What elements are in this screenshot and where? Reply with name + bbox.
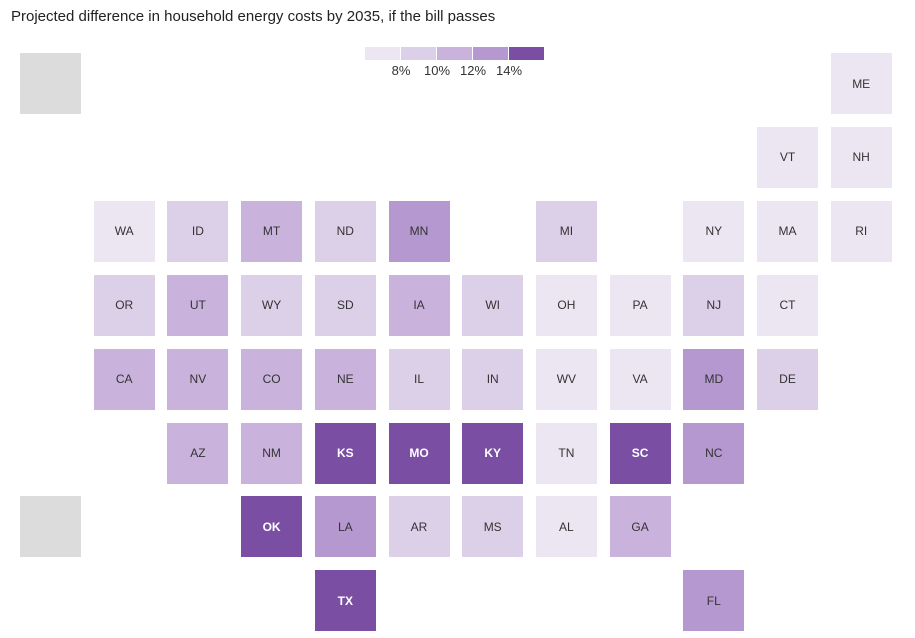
state-tile-ok[interactable]: OK [241,496,303,558]
state-tile-sc[interactable]: SC [609,422,671,484]
state-tile-wy[interactable]: WY [241,274,303,336]
legend-swatch [365,47,400,60]
legend-swatch [437,47,472,60]
state-tile-la[interactable]: LA [314,496,376,558]
state-tile-in[interactable]: IN [462,348,524,410]
legend-swatch [473,47,508,60]
state-tile-sd[interactable]: SD [314,274,376,336]
state-tile-nd[interactable]: ND [314,200,376,262]
legend-tick-label: 10% [423,63,451,78]
legend-tick-label: 8% [391,63,411,78]
state-tile-ne[interactable]: NE [314,348,376,410]
state-tile-nv[interactable]: NV [167,348,229,410]
state-tile-va[interactable]: VA [609,348,671,410]
state-tile-co[interactable]: CO [241,348,303,410]
state-tile-ga[interactable]: GA [609,496,671,558]
state-tile-tn[interactable]: TN [535,422,597,484]
state-tile-oh[interactable]: OH [535,274,597,336]
legend: 8% 10% 12% 14% [365,47,545,78]
state-tile-or[interactable]: OR [93,274,155,336]
state-tile-ms[interactable]: MS [462,496,524,558]
state-tile-nm[interactable]: NM [241,422,303,484]
state-tile-wi[interactable]: WI [462,274,524,336]
state-tile-no-data[interactable] [20,53,81,114]
state-tile-nj[interactable]: NJ [683,274,745,336]
state-tile-md[interactable]: MD [683,348,745,410]
state-tile-id[interactable]: ID [167,200,229,262]
state-tile-ky[interactable]: KY [462,422,524,484]
state-tile-al[interactable]: AL [535,496,597,558]
state-tile-ca[interactable]: CA [93,348,155,410]
state-tile-il[interactable]: IL [388,348,450,410]
state-tile-me[interactable]: ME [830,53,892,114]
state-tile-mo[interactable]: MO [388,422,450,484]
state-tile-ny[interactable]: NY [683,200,745,262]
chart-title: Projected difference in household energy… [11,8,496,25]
state-tile-nc[interactable]: NC [683,422,745,484]
state-tile-ia[interactable]: IA [388,274,450,336]
state-tile-nh[interactable]: NH [830,126,892,188]
state-tile-mt[interactable]: MT [241,200,303,262]
state-tile-wv[interactable]: WV [535,348,597,410]
state-tile-ar[interactable]: AR [388,496,450,558]
legend-tick-label: 12% [459,63,487,78]
state-tile-ct[interactable]: CT [757,274,818,336]
state-tile-ma[interactable]: MA [757,200,818,262]
state-tile-ut[interactable]: UT [167,274,229,336]
legend-swatch [401,47,436,60]
state-tile-de[interactable]: DE [757,348,818,410]
state-tile-vt[interactable]: VT [757,126,818,188]
state-tile-ks[interactable]: KS [314,422,376,484]
state-tile-wa[interactable]: WA [93,200,155,262]
state-tile-az[interactable]: AZ [167,422,229,484]
state-tile-mi[interactable]: MI [535,200,597,262]
state-tile-fl[interactable]: FL [683,570,745,632]
state-tile-pa[interactable]: PA [609,274,671,336]
legend-tick-label: 14% [495,63,523,78]
state-tile-no-data[interactable] [20,496,81,558]
legend-swatch [509,47,544,60]
state-tile-ri[interactable]: RI [830,200,892,262]
state-tile-tx[interactable]: TX [314,570,376,632]
state-tile-mn[interactable]: MN [388,200,450,262]
